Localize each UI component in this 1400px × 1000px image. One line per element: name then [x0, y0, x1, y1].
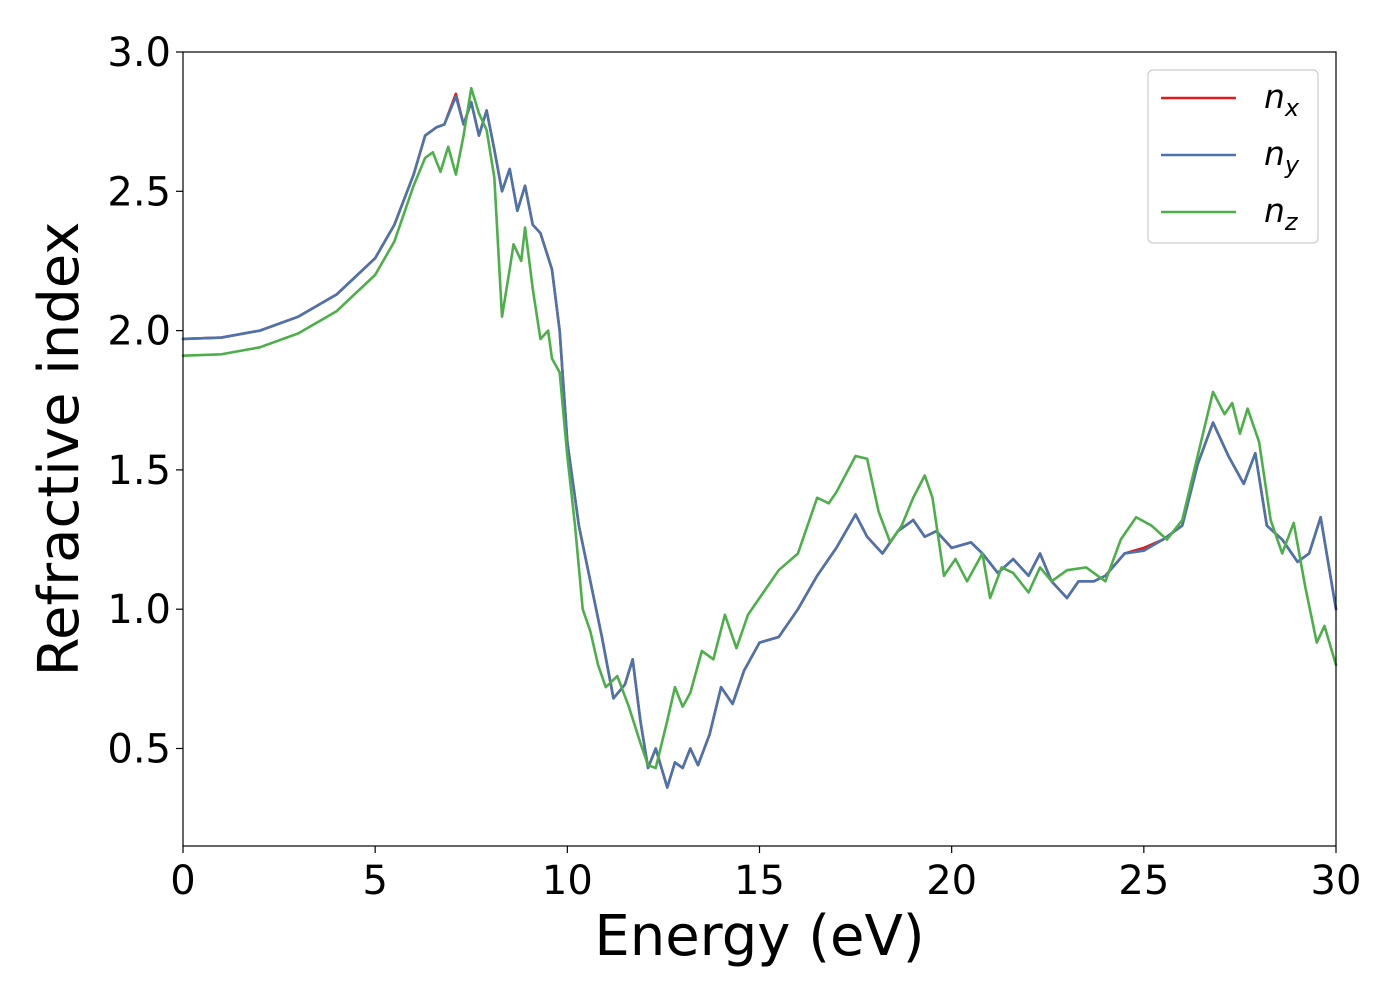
- x-tick-label: 5: [362, 858, 387, 904]
- x-tick-label: 20: [926, 858, 977, 904]
- x-tick-label: 0: [170, 858, 195, 904]
- y-tick-label: 1.5: [107, 448, 171, 494]
- legend-label-nx: nx: [1264, 77, 1300, 122]
- plot-frame: [182, 51, 1337, 847]
- x-tick-label: 25: [1118, 858, 1169, 904]
- y-tick-label: 0.5: [107, 726, 171, 772]
- y-axis-title: Refractive index: [27, 222, 92, 677]
- x-tick-label: 15: [734, 858, 785, 904]
- y-tick-label: 2.0: [107, 309, 171, 355]
- series-line-nz: [181, 86, 1338, 770]
- x-tick-label: 30: [1311, 858, 1362, 904]
- series-line-ny: [181, 95, 1338, 789]
- legend-frame: [1147, 69, 1319, 244]
- legend: nx ny nz: [1147, 69, 1319, 244]
- x-tick-label: 10: [542, 858, 593, 904]
- y-tick-label: 2.5: [107, 169, 171, 215]
- legend-label-nz: nz: [1264, 191, 1299, 236]
- series-layer: [181, 86, 1338, 789]
- legend-label-ny: ny: [1264, 134, 1300, 179]
- y-tick-label: 3.0: [107, 30, 171, 76]
- x-axis-title: Energy (eV): [594, 904, 924, 969]
- ticks-layer: 0 5 10 15 20 25 30 0.5 1.0 1.5 2.0 2.5 3.0: [107, 30, 1361, 904]
- y-tick-label: 1.0: [107, 587, 171, 633]
